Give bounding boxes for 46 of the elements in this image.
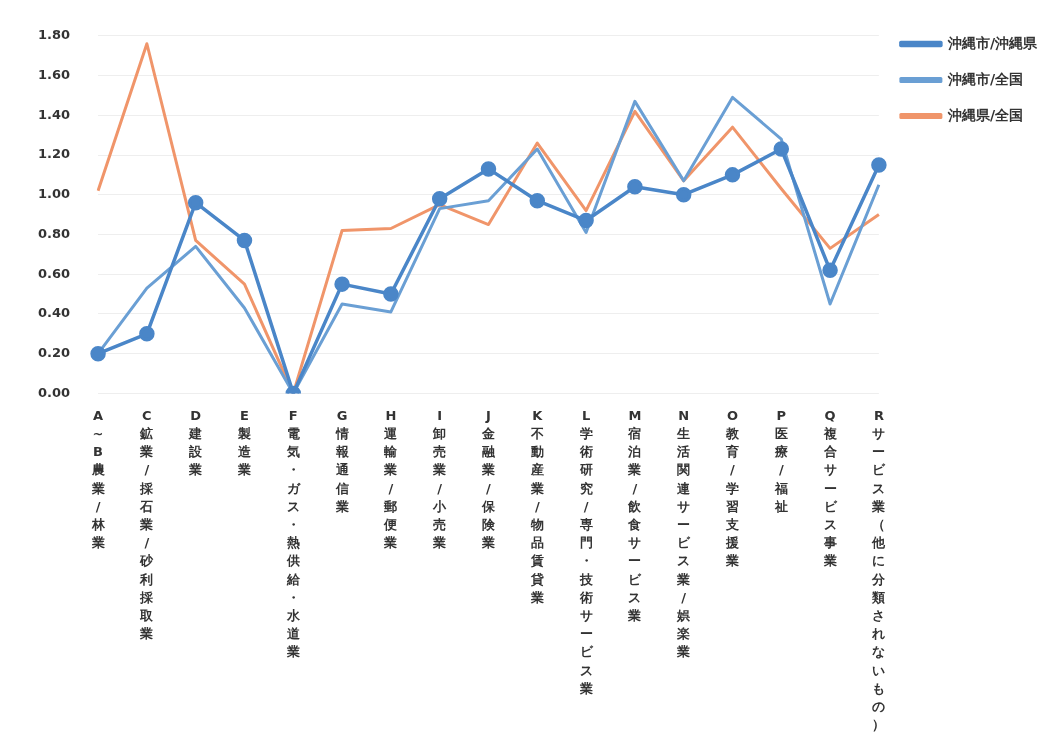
point: [627, 179, 643, 195]
legend-label: 沖縄市/全国: [946, 70, 1024, 87]
point: [822, 262, 838, 278]
y-tick-label: 0.00: [38, 384, 71, 400]
category-label: C鉱業/採石業/砂利採取業: [140, 407, 154, 642]
point: [236, 232, 253, 249]
category-label: O教育/学習支援業: [725, 407, 739, 569]
legend-label: 沖縄県/全国: [946, 106, 1024, 123]
x-tick-label: D建設業: [188, 407, 204, 478]
point: [431, 190, 448, 207]
y-tick-label: 1.60: [38, 66, 71, 82]
y-tick-label: 1.20: [38, 146, 71, 162]
point: [675, 186, 692, 203]
x-tick-label: E製造業: [236, 407, 252, 478]
x-tick-label: I卸売業/小売業: [432, 407, 448, 551]
legend-label: 沖縄市/沖縄県: [946, 34, 1038, 51]
x-tick-label: P医療/福祉: [773, 407, 788, 514]
category-label: Q複合サービス事業: [823, 407, 837, 569]
x-tick-label: A~B農業/林業: [90, 407, 106, 551]
point: [578, 212, 594, 229]
point: [724, 167, 741, 183]
point: [529, 192, 546, 209]
y-tick-label: 0.20: [38, 345, 71, 361]
point: [90, 345, 106, 362]
y-tick-label: 0.40: [38, 305, 71, 321]
point: [480, 161, 497, 177]
y-tick-label: 0.60: [38, 265, 71, 281]
y-tick-label: 1.40: [38, 106, 71, 122]
category-label: M宿泊業/飲食サービス業: [628, 407, 642, 624]
x-tick-label: H運輸業/郵便業: [383, 407, 399, 551]
category-label: Rサービス業（他に分類されないもの）: [872, 407, 886, 733]
point: [871, 157, 887, 173]
y-tick-label: 1.00: [38, 186, 71, 202]
y-tick-label: 1.80: [38, 27, 71, 43]
point: [334, 276, 350, 292]
point: [383, 286, 399, 302]
category-label: L学術研究/専門・技術サービス業: [579, 407, 593, 696]
category-label: K不動産業/物品賃貸業: [530, 407, 544, 605]
y-tick-label: 0.80: [38, 225, 71, 241]
category-label: N生活関連サービス業/娯楽業: [677, 407, 691, 660]
x-tick-label: J金融業/保険業: [480, 407, 496, 551]
point: [139, 326, 155, 342]
category-label: F電気・ガス・熱供給・水道業: [286, 407, 300, 660]
point: [187, 194, 204, 211]
x-tick-label: G情報通信業: [334, 407, 350, 514]
point: [773, 141, 790, 157]
